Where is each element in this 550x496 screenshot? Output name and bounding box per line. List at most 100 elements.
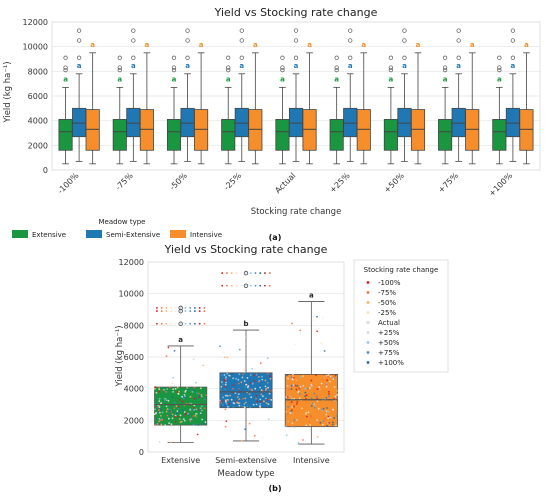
- chart-b-point: [160, 414, 162, 417]
- chart-b-point: [332, 408, 334, 411]
- chart-b-point: [238, 373, 241, 376]
- chart-a-box-0-0-box: [58, 119, 73, 151]
- chart-a-box-2-0-box: [166, 119, 182, 151]
- chart-b-sig-label-2: a: [309, 292, 314, 300]
- chart-b-point: [323, 376, 325, 378]
- chart-a-box-3-0-outlier-2: [226, 55, 231, 60]
- chart-b-point: [266, 399, 269, 401]
- chart-b-point: [230, 398, 233, 401]
- chart-b-point: [177, 393, 180, 395]
- chart-b-point: [175, 405, 178, 408]
- chart-b-point: [292, 373, 294, 376]
- chart-a-sig-label-2-2: a: [199, 41, 204, 49]
- chart-b-point: [328, 395, 330, 397]
- chart-b-point: [154, 423, 157, 426]
- chart-b-point: [322, 407, 325, 410]
- chart-a-box-6-1-outlier-0: [402, 55, 407, 60]
- chart-b-outlier-point: [221, 284, 224, 287]
- chart-a-x-tick-6: +50%: [382, 171, 406, 195]
- chart-a-box-3-0-box: [221, 119, 236, 151]
- chart-b-point: [222, 403, 224, 406]
- chart-b-point: [248, 378, 251, 380]
- chart-b-point: [310, 384, 313, 387]
- chart-b-outlier-point: [226, 284, 228, 287]
- chart-b-point: [224, 425, 227, 428]
- chart-b-outlier-point: [179, 310, 182, 312]
- chart-b-point: [167, 346, 170, 349]
- chart-b-point: [204, 421, 207, 424]
- chart-b-point: [249, 406, 252, 409]
- chart-b-point: [179, 399, 182, 401]
- chart-a-x-axis-label: Stocking rate change: [251, 207, 342, 217]
- chart-a-legend: Meadow type Extensive Semi-Extensive Intens…: [12, 218, 222, 239]
- chart-b-point: [226, 372, 229, 375]
- chart-b-point: [267, 418, 270, 420]
- chart-b-point: [191, 391, 194, 393]
- chart-a-box-0-1-outlier-2: [76, 28, 82, 33]
- chart-b-point: [158, 409, 161, 412]
- chart-b-point: [171, 396, 174, 398]
- chart-b-point: [257, 380, 260, 383]
- chart-b-point: [166, 408, 169, 411]
- chart-b-point: [189, 418, 192, 421]
- chart-b-point: [302, 439, 304, 441]
- chart-b-point: [179, 414, 182, 417]
- chart-b-point: [199, 412, 202, 415]
- chart-b-point: [196, 413, 198, 415]
- chart-b-outlier-point: [230, 272, 233, 274]
- chart-b-point: [158, 390, 160, 393]
- chart-a-y-tick-1: 2000: [28, 141, 48, 150]
- chart-b-point: [316, 397, 319, 400]
- chart-b-point: [292, 375, 295, 378]
- chart-b-point: [158, 386, 160, 389]
- chart-a-box-2-1-outlier-1: [185, 38, 190, 43]
- chart-b-point: [293, 405, 295, 408]
- chart-b-point: [300, 376, 302, 379]
- chart-b-point: [233, 402, 236, 405]
- chart-b-point: [173, 401, 176, 404]
- chart-b-point: [327, 374, 330, 376]
- chart-b-point: [335, 415, 338, 417]
- chart-b-point: [194, 381, 197, 384]
- chart-b-point: [325, 385, 328, 388]
- chart-a-box-1-0-box: [112, 119, 127, 151]
- chart-b-point: [289, 412, 292, 414]
- chart-b-point: [200, 394, 203, 396]
- chart-a-x-tick-8: +100%: [487, 171, 515, 199]
- chart-b-point: [296, 401, 299, 403]
- chart-b-point: [225, 420, 228, 423]
- chart-b-point: [328, 393, 330, 395]
- chart-b-point: [159, 419, 162, 422]
- chart-b-point: [158, 388, 161, 391]
- chart-b-point: [313, 319, 315, 322]
- chart-a-box-4-0-outlier-0: [280, 67, 285, 73]
- chart-a-box-0-0-outlier-2: [63, 55, 68, 60]
- chart-b-point: [331, 423, 334, 426]
- chart-a-sig-label-8-1: a: [511, 62, 516, 70]
- chart-b-point: [173, 407, 176, 410]
- chart-a-legend-title: Meadow type: [99, 218, 146, 226]
- chart-b-point: [253, 374, 256, 377]
- chart-b-point: [201, 395, 203, 398]
- chart-a-sig-label-5-0: a: [334, 75, 339, 83]
- chart-b-point: [178, 390, 181, 393]
- chart-a-box-3-0-outlier-1: [226, 65, 231, 70]
- chart-b-point: [327, 375, 329, 378]
- chart-b: Yield vs Stocking rate change 0 2000 4000 6…: [115, 243, 449, 493]
- chart-b-point: [326, 383, 329, 386]
- chart-b-outlier-1-1: [243, 270, 249, 276]
- chart-a-title: Yield vs Stocking rate change: [214, 6, 378, 19]
- chart-a-sig-label-6-2: a: [416, 41, 421, 49]
- chart-b-point: [225, 403, 228, 405]
- chart-b-legend-entry-3: -25%: [378, 309, 396, 317]
- chart-a-box-6-1-outlier-1: [402, 38, 407, 43]
- chart-b-point: [197, 392, 200, 395]
- chart-b-point: [265, 402, 268, 404]
- chart-b-point: [332, 378, 335, 380]
- chart-a-box-8-0-outlier-2: [497, 55, 502, 60]
- chart-b-point: [305, 394, 308, 397]
- chart-a-legend-swatch-1: [86, 230, 102, 238]
- chart-b-point: [177, 407, 180, 410]
- chart-b-point: [269, 377, 272, 380]
- chart-b-point: [326, 379, 328, 382]
